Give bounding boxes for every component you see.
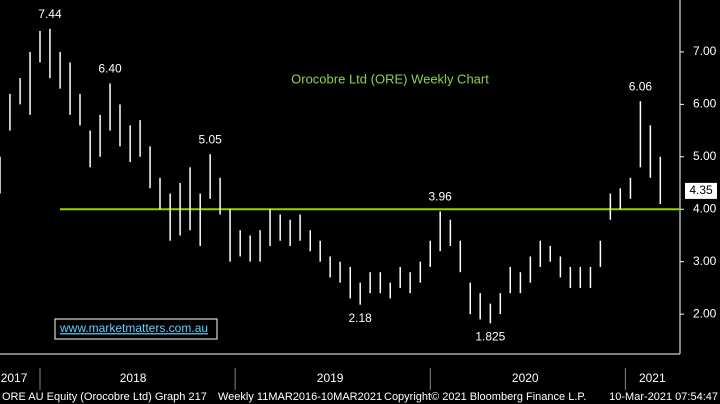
annotation: 5.05 [198,132,222,146]
footer-middle: Weekly 11MAR2016-10MAR2021 [218,391,382,403]
y-tick-label: 2.00 [693,306,717,320]
annotation: 1.825 [475,329,505,343]
footer-bar [0,390,720,404]
chart-title: Orocobre Ltd (ORE) Weekly Chart [291,71,489,86]
annotation: 3.96 [429,190,453,204]
last-price-label: 4.35 [689,183,713,197]
watermark: www.marketmatters.com.au [59,321,208,335]
y-tick-label: 6.00 [693,97,717,111]
y-tick-label: 7.00 [693,44,717,58]
footer-copyright: Copyright© 2021 Bloomberg Finance L.P. [384,391,586,403]
y-tick-label: 4.00 [693,201,717,215]
x-tick-label: 2019 [317,371,344,385]
x-tick-label: 2017 [1,371,28,385]
y-tick-label: 5.00 [693,149,717,163]
footer-right: 10-Mar-2021 07:54:47 [609,391,718,403]
watermark-box [54,318,218,340]
x-tick-label: 2020 [512,371,539,385]
x-tick-label: 2018 [120,371,147,385]
annotation: 6.06 [629,79,653,93]
x-tick-label: 2021 [639,371,666,385]
annotation: 6.40 [98,62,122,76]
y-tick-label: 3.00 [693,254,717,268]
annotation: 7.44 [38,7,62,21]
last-price-box [685,182,717,199]
annotation: 2.18 [349,311,373,325]
footer-left: ORE AU Equity (Orocobre Ltd) Graph 217 [2,391,207,403]
